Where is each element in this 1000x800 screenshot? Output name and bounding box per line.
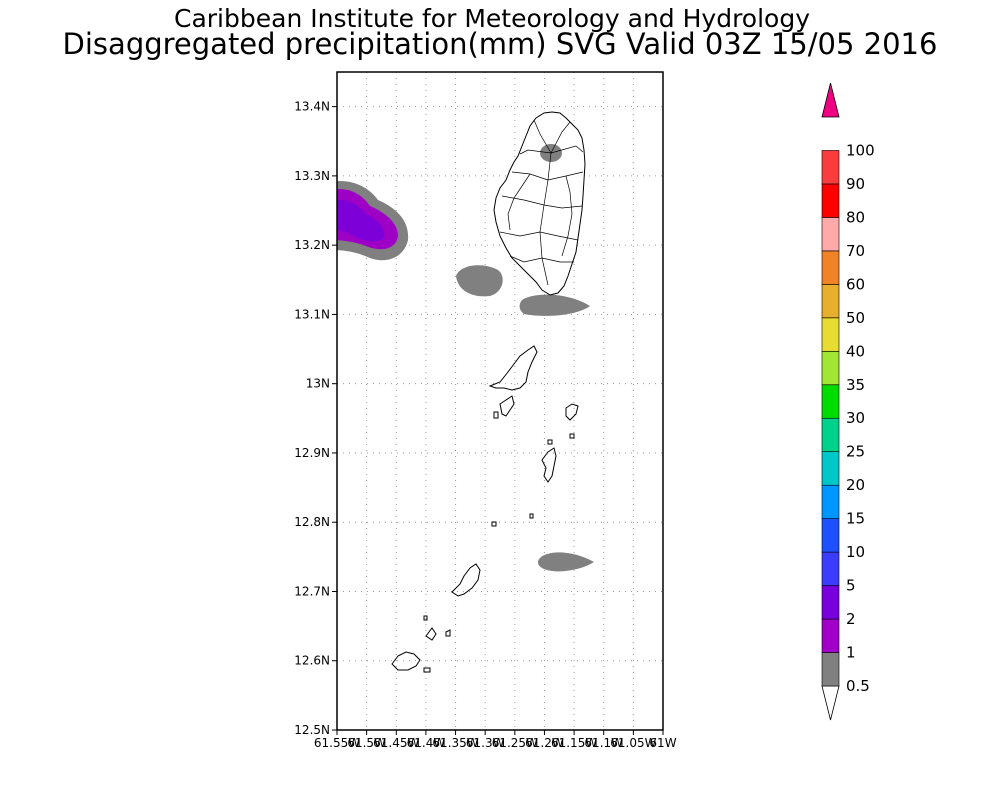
y-tick-label: 12.7N bbox=[294, 584, 330, 598]
colorbar-level-label: 50 bbox=[846, 309, 865, 327]
y-tick-label: 12.8N bbox=[294, 515, 330, 529]
colorbar-level-label: 0.5 bbox=[846, 677, 870, 695]
title-product: Disaggregated precipitation(mm) SVG Vali… bbox=[63, 27, 938, 61]
colorbar-swatch bbox=[822, 217, 839, 250]
colorbar-swatch bbox=[822, 184, 839, 217]
y-tick-label: 12.9N bbox=[294, 446, 330, 460]
map-panel: 61.55W61.5W61.45W61.4W61.35W61.3W61.25W6… bbox=[294, 72, 676, 750]
colorbar-swatch bbox=[822, 318, 839, 351]
colorbar-level-label: 80 bbox=[846, 208, 865, 226]
colorbar-swatch bbox=[822, 150, 839, 183]
colorbar-swatch bbox=[822, 251, 839, 284]
colorbar-swatch bbox=[822, 653, 839, 686]
colorbar-swatch bbox=[822, 351, 839, 384]
y-tick-label: 12.5N bbox=[294, 723, 330, 737]
colorbar-level-label: 40 bbox=[846, 342, 865, 360]
colorbar-level-label: 20 bbox=[846, 476, 865, 494]
colorbar-swatch bbox=[822, 418, 839, 451]
y-tick-label: 13.3N bbox=[294, 169, 330, 183]
colorbar-level-label: 90 bbox=[846, 175, 865, 193]
colorbar-level-label: 2 bbox=[846, 610, 856, 628]
colorbar-swatch bbox=[822, 452, 839, 485]
colorbar-swatch bbox=[822, 284, 839, 317]
colorbar-level-label: 35 bbox=[846, 376, 865, 394]
map-background bbox=[337, 72, 663, 730]
x-tick-label: 61W bbox=[649, 736, 676, 750]
y-tick-label: 13.2N bbox=[294, 238, 330, 252]
colorbar-swatch bbox=[822, 385, 839, 418]
x-axis-ticks: 61.55W61.5W61.45W61.4W61.35W61.3W61.25W6… bbox=[314, 730, 677, 750]
colorbar-swatch bbox=[822, 552, 839, 585]
y-tick-label: 13.1N bbox=[294, 307, 330, 321]
colorbar-level-label: 60 bbox=[846, 275, 865, 293]
colorbar-level-label: 5 bbox=[846, 577, 856, 595]
y-tick-label: 13.4N bbox=[294, 100, 330, 114]
colorbar-swatch bbox=[822, 485, 839, 518]
colorbar-level-label: 10 bbox=[846, 543, 865, 561]
y-tick-label: 12.6N bbox=[294, 654, 330, 668]
colorbar-under-triangle bbox=[822, 686, 839, 720]
colorbar-level-label: 1 bbox=[846, 644, 856, 662]
colorbar-swatch bbox=[822, 586, 839, 619]
colorbar-level-label: 70 bbox=[846, 242, 865, 260]
y-tick-label: 13N bbox=[306, 377, 330, 391]
colorbar-over-triangle bbox=[822, 83, 839, 117]
colorbar-level-label: 25 bbox=[846, 443, 865, 461]
colorbar-level-label: 15 bbox=[846, 510, 865, 528]
colorbar-level-label: 30 bbox=[846, 409, 865, 427]
colorbar-swatch bbox=[822, 619, 839, 652]
colorbar-level-label: 100 bbox=[846, 141, 875, 159]
y-axis-ticks: 12.5N 12.6N 12.7N 12.8N 12.9N 13N 13.1N 13.2N 13… bbox=[294, 100, 337, 737]
colorbar-swatch bbox=[822, 519, 839, 552]
